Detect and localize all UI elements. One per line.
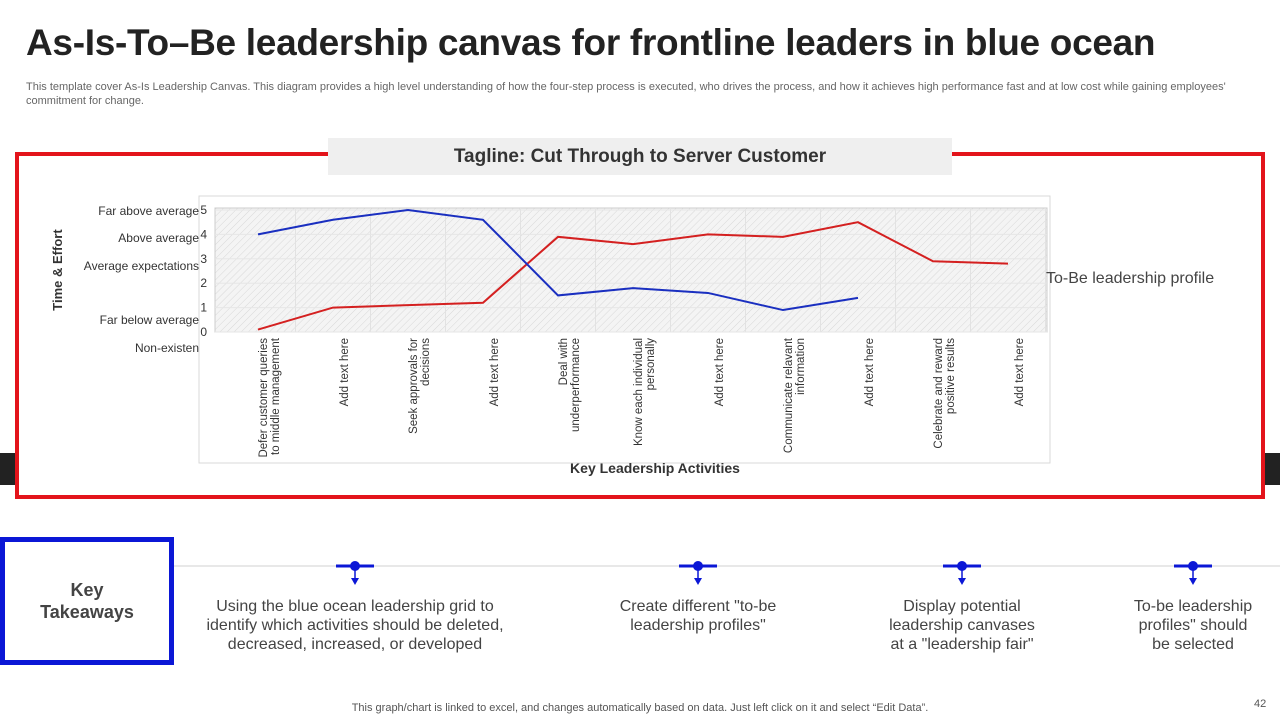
series-line — [257, 208, 859, 312]
y-level-label: Above average — [118, 231, 199, 245]
x-axis-label: Key Leadership Activities — [570, 460, 740, 476]
marker-arrow — [351, 578, 359, 585]
takeaway-text: To-be leadership profiles" should be sel… — [1133, 598, 1253, 653]
x-tick-label: Add text here — [489, 338, 501, 407]
y-level-label: Average expectations — [84, 259, 199, 273]
takeaway-text: Create different "to-be leadership profi… — [619, 598, 777, 634]
takeaway-text: Using the blue ocean leadership grid to … — [206, 598, 504, 653]
plot-area — [214, 207, 1048, 333]
y-tick-label: 3 — [200, 252, 207, 266]
footer: This graph/chart is linked to excel, and… — [351, 702, 929, 714]
x-tick-label: Know each individual personally — [633, 338, 657, 447]
x-tick-label: Defer customer queries to middle managem… — [258, 338, 282, 458]
marker-arrow — [694, 578, 702, 585]
x-tick-label: Add text here — [864, 338, 876, 407]
takeaway-text: Display potential leadership canvases at… — [889, 598, 1035, 653]
x-tick-label: Celebrate and reward positive results — [933, 338, 957, 449]
marker-arrow — [958, 578, 966, 585]
y-axis-label: Time & Effort — [50, 229, 65, 311]
x-tick-label: Communicate relavant information — [783, 338, 807, 454]
x-tick-label: Add text here — [339, 338, 351, 407]
subtitle: This template cover As-Is Leadership Can… — [26, 81, 1226, 107]
x-tick-label: Add text here — [1014, 338, 1026, 407]
y-tick-label: 2 — [200, 276, 207, 290]
y-level-label: Far above average — [98, 204, 199, 218]
marker-arrow — [1189, 578, 1197, 585]
takeaways-title-text: Key Takeaways — [40, 580, 134, 622]
side-bar — [0, 453, 18, 485]
x-tick-label: Seek approvals for decisions — [408, 338, 432, 434]
tagline: Tagline: Cut Through to Server Customer — [328, 138, 952, 175]
y-level-label: Far below average — [100, 313, 200, 327]
x-tick-label: Add text here — [714, 338, 726, 407]
legend-entry: To-Be leadership profile — [1046, 270, 1214, 287]
page-number: 42 — [1254, 698, 1267, 710]
side-bar — [1262, 453, 1280, 485]
title: As-Is-To–Be leadership canvas for frontl… — [26, 22, 1156, 63]
y-tick-label: 0 — [200, 325, 207, 339]
series-line — [257, 221, 1009, 331]
takeaways-title: Key Takeaways — [0, 537, 174, 665]
y-tick-label: 4 — [200, 227, 207, 241]
y-level-label: Non-existen — [135, 341, 199, 355]
y-tick-label: 1 — [200, 301, 207, 315]
y-tick-label: 5 — [200, 203, 207, 217]
x-tick-label: Deal with underperformance — [558, 338, 582, 432]
